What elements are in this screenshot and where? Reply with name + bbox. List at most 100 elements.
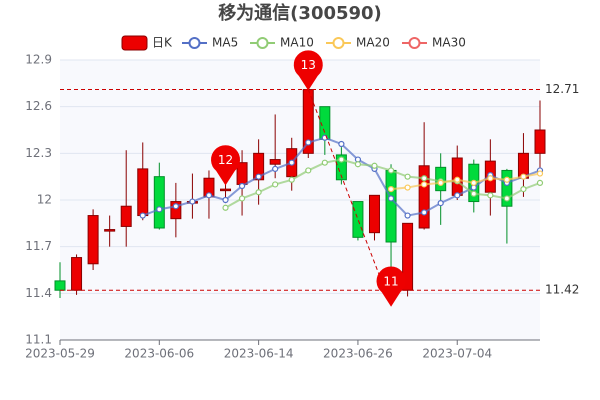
ma-point	[338, 156, 345, 163]
candle-body	[269, 159, 281, 165]
ma-point	[487, 192, 494, 199]
legend-text: MA20	[356, 36, 390, 50]
candle-body	[170, 201, 182, 220]
mark-pin	[211, 145, 241, 186]
ma-point	[387, 195, 395, 202]
x-tick-label: 2023-07-04	[422, 347, 492, 361]
ma-point	[536, 179, 544, 186]
mark-pin-label: 11	[383, 274, 398, 288]
y-tick-label: 11.4	[25, 286, 52, 300]
legend-text: MA10	[280, 36, 314, 50]
ma-point	[205, 192, 213, 199]
ma-line	[390, 172, 541, 191]
ma-point	[454, 192, 461, 199]
ma-point	[404, 173, 411, 180]
legend-item: MA20	[326, 36, 390, 50]
ma-point	[536, 170, 544, 177]
candle-body	[501, 169, 513, 207]
ma-point	[421, 181, 428, 188]
candle-body	[534, 129, 546, 154]
ma-point	[454, 176, 461, 183]
x-tick-label: 2023-06-06	[124, 347, 194, 361]
candle-body	[71, 257, 83, 291]
legend-icon	[408, 37, 421, 49]
ma-point	[288, 159, 295, 166]
candle-body	[137, 168, 149, 217]
candle-body	[153, 176, 165, 229]
ma-point	[354, 161, 362, 168]
candle-body	[87, 215, 99, 265]
legend-item: MA10	[250, 36, 314, 50]
legend-text: MA30	[432, 36, 466, 50]
ma-point	[338, 140, 345, 148]
legend-item: MA5	[182, 36, 238, 50]
ma-point	[222, 196, 229, 204]
ma-point	[272, 181, 279, 188]
candle-body	[385, 169, 397, 243]
ma-point	[139, 212, 146, 219]
mark-line-label: 11.42	[545, 283, 579, 297]
candle-body	[451, 157, 463, 196]
legend-icon	[121, 35, 148, 51]
ma-point	[255, 173, 262, 180]
ma-point	[387, 186, 395, 193]
y-tick-label: 12.9	[25, 53, 52, 67]
ma-point	[437, 200, 444, 207]
chart-title: 移为通信(300590)	[218, 2, 382, 24]
ma-point	[288, 176, 295, 183]
x-tick-label: 2023-05-29	[25, 347, 95, 361]
legend-icon	[256, 37, 269, 49]
mark-pin	[293, 50, 323, 91]
candle-body	[104, 229, 116, 232]
candle-body	[368, 194, 380, 234]
candle-body	[418, 165, 430, 229]
ma-point	[305, 167, 312, 174]
legend-icon	[188, 37, 201, 49]
x-tick-label: 2023-06-26	[323, 347, 393, 361]
ma-point	[404, 212, 411, 219]
candle-body	[120, 205, 132, 227]
ma-point	[272, 165, 279, 172]
y-tick-label: 11.7	[25, 239, 52, 253]
y-tick-label: 12.6	[25, 99, 52, 113]
ma-point	[238, 182, 246, 190]
legend-text: MA5	[212, 36, 238, 50]
ma-point	[238, 195, 246, 202]
y-tick-label: 12.3	[25, 146, 52, 160]
ma-point	[503, 176, 510, 183]
x-tick-label: 2023-06-14	[224, 347, 294, 361]
ma-point	[305, 139, 312, 146]
ma-point	[520, 186, 527, 193]
ma-point	[421, 209, 428, 216]
legend-icon	[332, 37, 345, 49]
mark-line-label: 12.71	[545, 82, 579, 96]
ma-point	[437, 179, 444, 186]
ma-point	[520, 173, 527, 180]
ma-point	[470, 190, 477, 197]
candle-body	[220, 188, 232, 192]
candle-body	[253, 152, 265, 181]
candle-body	[54, 280, 66, 291]
ma-point	[470, 179, 477, 186]
mark-pin-label: 13	[301, 58, 316, 72]
ma-point	[156, 206, 163, 213]
ma-point	[421, 175, 428, 182]
ma-point	[321, 159, 328, 166]
legend-item: 日K	[121, 35, 173, 51]
ma-point	[189, 198, 196, 205]
ma-point	[222, 204, 229, 211]
ma-point	[487, 175, 494, 182]
legend-text: 日K	[152, 36, 173, 50]
ma-point	[371, 162, 378, 169]
ma-point	[255, 189, 262, 196]
y-tick-label: 12	[37, 193, 52, 207]
ma-point	[172, 203, 179, 210]
candle-body	[352, 201, 364, 238]
mark-pin-label: 12	[218, 153, 233, 167]
legend-item: MA30	[402, 36, 466, 50]
candle-body	[402, 222, 414, 291]
ma-point	[404, 184, 411, 191]
ma-point	[387, 167, 395, 174]
y-tick-label: 11.1	[25, 333, 52, 347]
